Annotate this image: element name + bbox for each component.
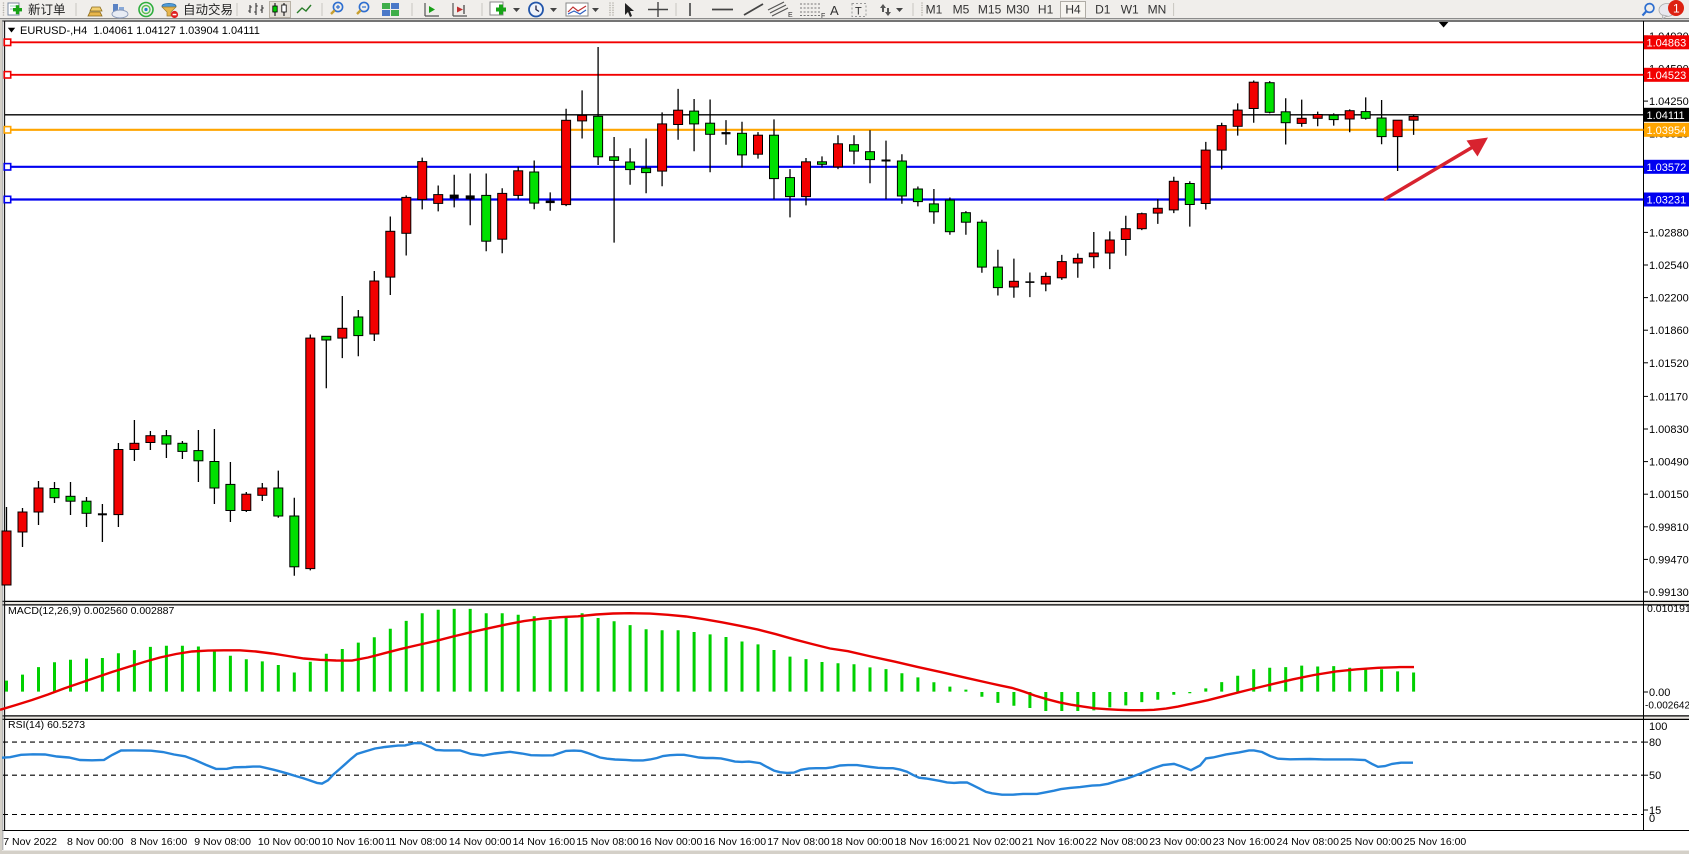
svg-text:15: 15 [1649,805,1661,817]
svg-text:1.03231: 1.03231 [1647,195,1687,207]
svg-text:1.01170: 1.01170 [1649,391,1688,403]
svg-text:1.04523: 1.04523 [1647,70,1687,82]
svg-text:50: 50 [1649,770,1661,782]
svg-text:24 Nov 08:00: 24 Nov 08:00 [1277,836,1340,848]
svg-text:23 Nov 16:00: 23 Nov 16:00 [1213,836,1276,848]
svg-text:F: F [821,13,825,20]
svg-text:1.04111: 1.04111 [1647,110,1685,122]
svg-text:10 Nov 00:00: 10 Nov 00:00 [258,836,321,848]
svg-text:1: 1 [1673,2,1680,16]
svg-text:H4: H4 [1065,3,1081,17]
svg-text:1.01520: 1.01520 [1649,358,1689,370]
svg-text:1.02880: 1.02880 [1649,227,1689,239]
svg-text:25 Nov 16:00: 25 Nov 16:00 [1404,836,1467,848]
svg-text:1.01860: 1.01860 [1649,325,1689,337]
svg-text:EURUSD-,H4 1.04061 1.04127 1.: EURUSD-,H4 1.04061 1.04127 1.03904 1.041… [20,25,260,37]
svg-text:新订单: 新订单 [28,2,66,17]
svg-text:23 Nov 00:00: 23 Nov 00:00 [1149,836,1212,848]
svg-text:1.03954: 1.03954 [1647,125,1687,137]
svg-text:1.00830: 1.00830 [1649,424,1689,436]
svg-text:A: A [830,3,839,18]
svg-text:M1: M1 [926,3,943,17]
svg-text:1.04250: 1.04250 [1649,96,1689,108]
svg-text:W1: W1 [1121,3,1139,17]
svg-text:15 Nov 08:00: 15 Nov 08:00 [576,836,639,848]
svg-text:9 Nov 08:00: 9 Nov 08:00 [194,836,251,848]
svg-text:14 Nov 16:00: 14 Nov 16:00 [513,836,576,848]
svg-text:17 Nov 08:00: 17 Nov 08:00 [767,836,830,848]
svg-text:10 Nov 16:00: 10 Nov 16:00 [322,836,385,848]
svg-text:100: 100 [1649,721,1667,733]
svg-text:M30: M30 [1006,3,1030,17]
svg-text:80: 80 [1649,737,1661,749]
svg-text:21 Nov 16:00: 21 Nov 16:00 [1022,836,1085,848]
svg-text:E: E [788,12,793,19]
svg-text:1.03572: 1.03572 [1647,162,1687,174]
svg-text:8 Nov 00:00: 8 Nov 00:00 [67,836,124,848]
svg-text:0.010191: 0.010191 [1647,603,1689,615]
svg-text:21 Nov 02:00: 21 Nov 02:00 [958,836,1021,848]
svg-text:0.99130: 0.99130 [1649,587,1689,599]
svg-text:MACD(12,26,9) 0.002560 0.00288: MACD(12,26,9) 0.002560 0.002887 [8,605,175,617]
svg-text:1.00490: 1.00490 [1649,457,1689,469]
svg-text:16 Nov 16:00: 16 Nov 16:00 [704,836,767,848]
svg-text:22 Nov 08:00: 22 Nov 08:00 [1086,836,1149,848]
svg-text:M15: M15 [978,3,1002,17]
svg-text:MN: MN [1148,3,1167,17]
svg-text:25 Nov 00:00: 25 Nov 00:00 [1340,836,1403,848]
svg-text:7 Nov 2022: 7 Nov 2022 [3,836,57,848]
svg-text:0.00: 0.00 [1649,687,1670,699]
svg-text:0.99810: 0.99810 [1649,522,1689,534]
svg-text:1.02540: 1.02540 [1649,260,1689,272]
svg-text:0.99470: 0.99470 [1649,554,1689,566]
svg-text:1.02200: 1.02200 [1649,293,1689,305]
svg-text:16 Nov 00:00: 16 Nov 00:00 [640,836,703,848]
svg-text:18 Nov 00:00: 18 Nov 00:00 [831,836,894,848]
svg-text:-0.002642: -0.002642 [1645,701,1689,712]
svg-text:14 Nov 00:00: 14 Nov 00:00 [449,836,512,848]
svg-text:11 Nov 08:00: 11 Nov 08:00 [385,836,447,848]
svg-text:1.04863: 1.04863 [1647,37,1687,49]
svg-text:自动交易: 自动交易 [183,2,233,17]
svg-text:M5: M5 [953,3,970,17]
svg-text:0: 0 [1649,813,1655,825]
svg-text:T: T [855,6,862,18]
svg-text:8 Nov 16:00: 8 Nov 16:00 [131,836,188,848]
svg-text:H1: H1 [1038,3,1054,17]
svg-text:18 Nov 16:00: 18 Nov 16:00 [895,836,958,848]
svg-text:RSI(14) 60.5273: RSI(14) 60.5273 [8,719,85,731]
svg-text:1.00150: 1.00150 [1649,489,1689,501]
svg-text:D1: D1 [1095,3,1111,17]
